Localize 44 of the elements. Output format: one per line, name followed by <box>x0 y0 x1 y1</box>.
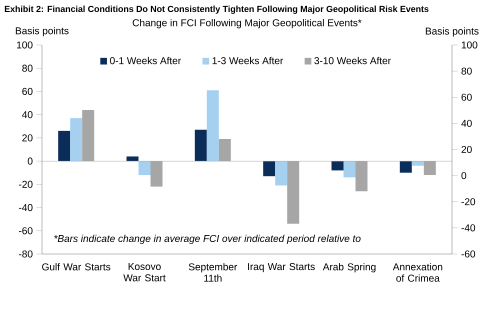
legend-label: 3-10 Weeks After <box>314 56 391 64</box>
y-tick-label: -20 <box>18 180 33 188</box>
y2-tick-label: 60 <box>462 94 472 101</box>
y2-tick-label: -40 <box>462 224 476 232</box>
bar <box>194 130 207 162</box>
y2-tick-label: 0 <box>461 172 466 180</box>
y2-axis-title: Basis points <box>426 27 479 37</box>
annotation: *Bars indicate change in average FCI over indicated period relative to <box>54 234 361 244</box>
y2-tick-label: 20 <box>462 146 472 154</box>
bar <box>400 161 412 173</box>
y-axis-title: Basis points <box>16 26 69 36</box>
y2-tick-label: 40 <box>461 120 472 127</box>
bar <box>58 130 70 162</box>
bar <box>126 156 139 162</box>
y-tick-label: 60 <box>22 88 33 95</box>
y-tick-label: -40 <box>18 204 33 212</box>
x-tick-label: Iraq War Starts <box>248 263 315 272</box>
y-tick-label: 0 <box>28 158 33 165</box>
x-tick-label: Annexation of Crimea <box>392 263 442 282</box>
chart-subtitle: Change in FCI Following Major Geopolitical Events* <box>132 18 362 28</box>
y-tick-label: -80 <box>18 250 33 258</box>
bar <box>263 161 276 176</box>
x-tick-label: September 11th <box>188 263 238 282</box>
legend-label: 1-3 Weeks After <box>212 56 284 64</box>
bar <box>70 118 82 162</box>
y2-tick-label: -20 <box>462 198 476 206</box>
y-tick-label: 40 <box>22 111 33 118</box>
bar <box>138 161 151 176</box>
x-tick-label: Arab Spring <box>322 263 376 272</box>
y-tick-label: 100 <box>17 41 33 49</box>
y2-tick-label: 80 <box>462 68 472 75</box>
y2-tick-label: 100 <box>462 41 478 49</box>
legend-label: 0-1 Weeks After <box>110 56 181 64</box>
y-tick-label: 20 <box>22 134 33 142</box>
y-tick-label: 80 <box>22 64 33 72</box>
bar <box>206 90 219 162</box>
y-tick-label: -60 <box>18 227 33 234</box>
bar <box>344 161 356 178</box>
y2-tick-label: -60 <box>462 250 476 258</box>
chart-title: Exhibit 2: Financial Conditions Do Not Consistently Tighten Following Major Geopolitical Risk Events <box>4 6 428 14</box>
bar <box>275 161 288 186</box>
bar <box>331 161 344 170</box>
x-tick-label: Gulf War Starts <box>42 263 110 270</box>
x-tick-label: Kosovo War Start <box>123 263 166 282</box>
